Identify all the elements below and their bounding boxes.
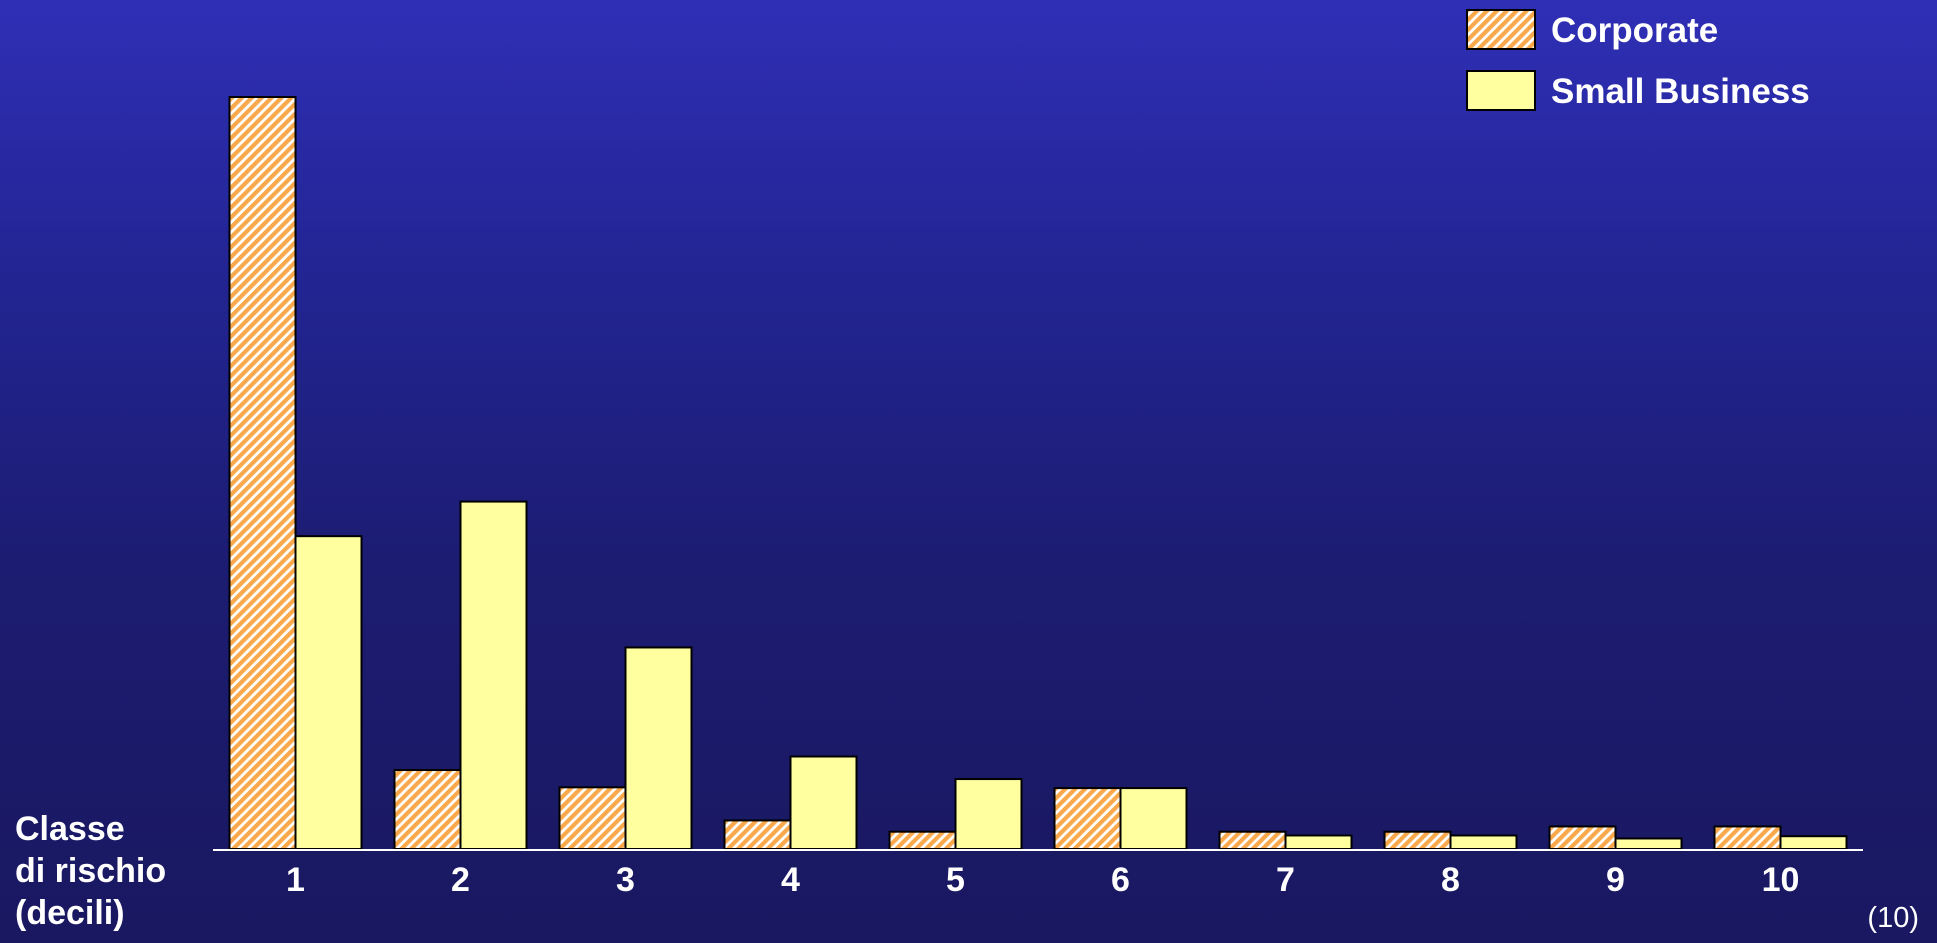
x-tick-label-10: 10: [1762, 861, 1800, 899]
bars-layer: [228, 96, 1848, 851]
bar-small-business-6: [1119, 787, 1188, 851]
x-tick-label-1: 1: [286, 861, 305, 899]
x-tick-label-5: 5: [946, 861, 965, 899]
bar-small-business-9: [1614, 837, 1683, 850]
bar-corporate-2: [393, 769, 462, 850]
bar-corporate-1: [228, 96, 297, 850]
legend: Corporate Small Business: [1466, 9, 1810, 111]
bar-small-business-7: [1284, 834, 1353, 850]
bar-corporate-4: [723, 819, 792, 851]
bar-corporate-8: [1383, 830, 1452, 850]
page-number: (10): [1867, 902, 1919, 934]
bar-small-business-5: [954, 778, 1023, 851]
bar-corporate-6: [1053, 787, 1122, 851]
x-tick-label-3: 3: [616, 861, 635, 899]
x-tick-label-2: 2: [451, 861, 470, 899]
x-tick-label-9: 9: [1606, 861, 1625, 899]
x-tick-label-6: 6: [1111, 861, 1130, 899]
x-tick-label-7: 7: [1276, 861, 1295, 899]
x-tick-label-8: 8: [1441, 861, 1460, 899]
bar-small-business-2: [459, 500, 528, 850]
legend-label-corporate: Corporate: [1551, 11, 1718, 50]
bar-corporate-10: [1713, 825, 1782, 851]
legend-label-small-business: Small Business: [1551, 72, 1810, 111]
bar-small-business-10: [1779, 835, 1848, 851]
x-tick-label-4: 4: [781, 861, 800, 899]
legend-swatch-corporate: [1466, 9, 1536, 50]
x-tick-labels: 1 2 3 4 5 6 7 8 9 10: [286, 861, 1799, 899]
bar-small-business-8: [1449, 834, 1518, 850]
bar-corporate-3: [558, 786, 627, 850]
x-axis-title: Classe di rischio (decili): [15, 808, 166, 934]
bar-corporate-5: [888, 830, 957, 850]
x-axis-title-line-2: di rischio: [15, 852, 167, 890]
bar-corporate-7: [1218, 830, 1287, 850]
bar-small-business-1: [294, 535, 363, 851]
bar-corporate-9: [1548, 825, 1617, 851]
x-axis-title-line-3: (decili): [15, 894, 125, 932]
legend-swatch-small-business: [1466, 70, 1536, 111]
x-axis-title-line-1: Classe: [15, 810, 125, 848]
bar-small-business-3: [624, 646, 693, 850]
bar-small-business-4: [789, 755, 858, 851]
